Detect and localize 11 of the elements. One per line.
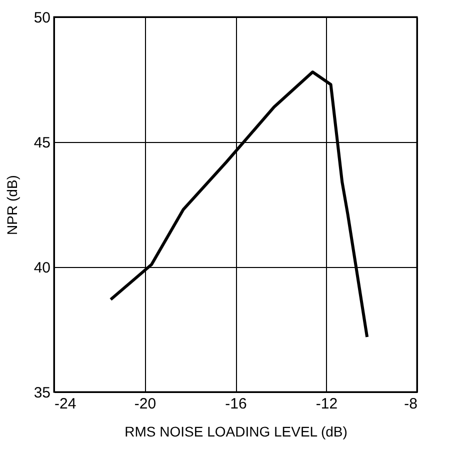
x-tick-label: -12	[316, 396, 338, 412]
y-axis-title: NPR (dB)	[4, 175, 20, 235]
y-tick-label: 50	[34, 10, 50, 26]
x-tick-label: -20	[134, 396, 156, 412]
x-axis-title: RMS NOISE LOADING LEVEL (dB)	[124, 424, 348, 440]
x-tick-label: -8	[404, 396, 418, 412]
y-tick-label: 35	[34, 384, 50, 402]
x-tick-label: -16	[225, 396, 247, 412]
y-tick-label: 45	[34, 134, 50, 152]
y-tick-label: 40	[34, 260, 50, 276]
x-tick-label: -24	[54, 396, 76, 412]
